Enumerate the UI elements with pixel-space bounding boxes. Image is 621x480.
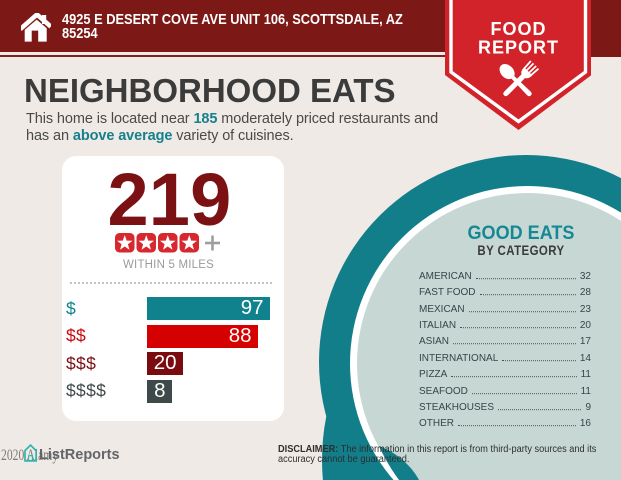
svg-text:REPORT: REPORT bbox=[477, 38, 558, 58]
svg-text:FOOD: FOOD bbox=[490, 19, 546, 39]
